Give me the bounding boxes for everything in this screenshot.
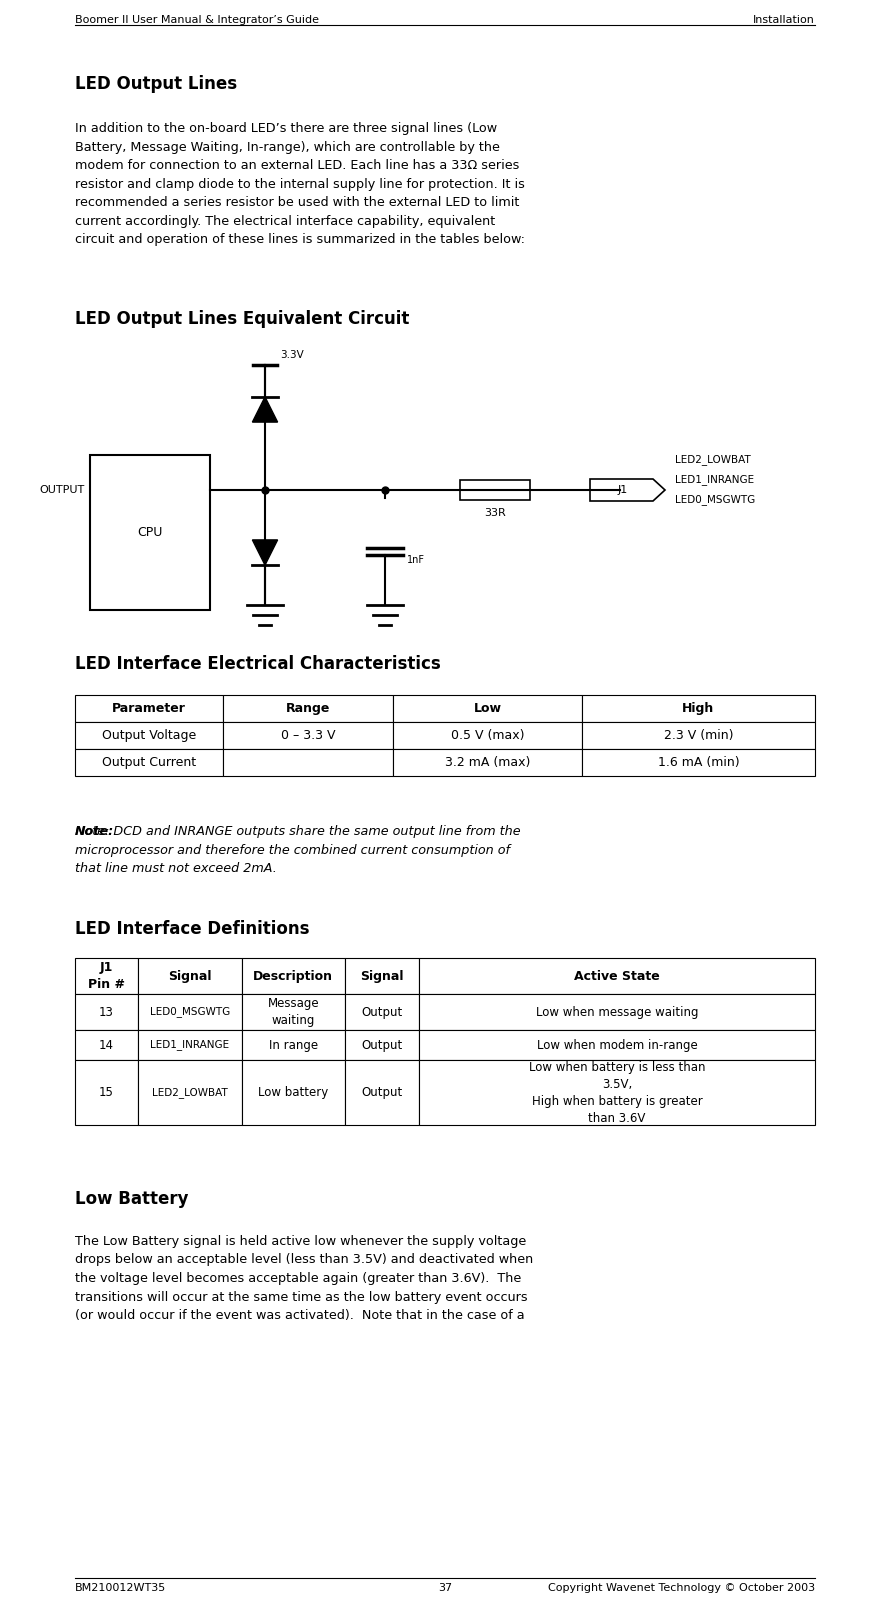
- Text: In range: In range: [269, 1038, 318, 1052]
- Text: 0.5 V (max): 0.5 V (max): [451, 728, 524, 743]
- Bar: [75, 958, 138, 994]
- Text: J1: J1: [618, 484, 627, 496]
- Text: Low when battery is less than
3.5V,
High when battery is greater
than 3.6V: Low when battery is less than 3.5V, High…: [529, 1060, 706, 1124]
- Text: Note: DCD and INRANGE outputs share the same output line from the
microprocessor: Note: DCD and INRANGE outputs share the …: [75, 824, 521, 876]
- Bar: [75, 994, 138, 1030]
- Text: Description: Description: [254, 969, 333, 983]
- Text: 13: 13: [99, 1006, 114, 1019]
- Text: 3.2 mA (max): 3.2 mA (max): [445, 755, 530, 768]
- Text: CPU: CPU: [137, 526, 163, 539]
- Bar: [90, 456, 210, 610]
- Text: OUTPUT: OUTPUT: [40, 484, 85, 496]
- Text: 1nF: 1nF: [407, 555, 425, 565]
- Text: 1.6 mA (min): 1.6 mA (min): [657, 755, 739, 768]
- Text: LED0_MSGWTG: LED0_MSGWTG: [150, 1007, 230, 1017]
- Bar: [75, 1060, 138, 1124]
- Bar: [75, 749, 223, 776]
- Bar: [138, 958, 241, 994]
- Text: Low Battery: Low Battery: [75, 1190, 189, 1208]
- Bar: [345, 994, 419, 1030]
- Text: LED1_INRANGE: LED1_INRANGE: [675, 475, 754, 486]
- Text: Note:: Note:: [75, 824, 115, 837]
- Bar: [581, 722, 815, 749]
- Bar: [138, 1030, 241, 1060]
- Bar: [419, 958, 815, 994]
- Text: BM210012WT35: BM210012WT35: [75, 1583, 167, 1593]
- Polygon shape: [252, 396, 278, 422]
- Bar: [581, 695, 815, 722]
- Polygon shape: [252, 541, 278, 565]
- Text: Active State: Active State: [574, 969, 660, 983]
- Text: LED0_MSGWTG: LED0_MSGWTG: [675, 494, 755, 505]
- Bar: [345, 1060, 419, 1124]
- Text: Output: Output: [361, 1038, 403, 1052]
- Text: Signal: Signal: [360, 969, 403, 983]
- Bar: [419, 994, 815, 1030]
- Text: 0 – 3.3 V: 0 – 3.3 V: [281, 728, 336, 743]
- Bar: [419, 1030, 815, 1060]
- Bar: [241, 958, 345, 994]
- Bar: [419, 1060, 815, 1124]
- Bar: [138, 994, 241, 1030]
- Text: Low: Low: [474, 703, 501, 715]
- Text: Parameter: Parameter: [112, 703, 186, 715]
- Polygon shape: [590, 480, 665, 500]
- Bar: [138, 1060, 241, 1124]
- Bar: [223, 749, 393, 776]
- Bar: [581, 749, 815, 776]
- Text: Low battery: Low battery: [258, 1086, 329, 1099]
- Text: LED Interface Definitions: LED Interface Definitions: [75, 921, 309, 938]
- Bar: [241, 994, 345, 1030]
- Bar: [460, 480, 530, 500]
- Text: LED2_LOWBAT: LED2_LOWBAT: [152, 1088, 227, 1099]
- Text: LED Output Lines Equivalent Circuit: LED Output Lines Equivalent Circuit: [75, 310, 410, 327]
- Bar: [223, 722, 393, 749]
- Text: Output Current: Output Current: [102, 755, 196, 768]
- Text: Installation: Installation: [753, 14, 815, 26]
- Bar: [241, 1030, 345, 1060]
- Text: 33R: 33R: [485, 508, 506, 518]
- Bar: [393, 695, 581, 722]
- Bar: [75, 1030, 138, 1060]
- Text: 37: 37: [438, 1583, 452, 1593]
- Text: 3.3V: 3.3V: [280, 350, 304, 359]
- Bar: [223, 695, 393, 722]
- Text: 2.3 V (min): 2.3 V (min): [663, 728, 733, 743]
- Bar: [345, 958, 419, 994]
- Text: Boomer II User Manual & Integrator’s Guide: Boomer II User Manual & Integrator’s Gui…: [75, 14, 319, 26]
- Text: Range: Range: [286, 703, 330, 715]
- Text: Low when message waiting: Low when message waiting: [536, 1006, 699, 1019]
- Text: J1
Pin #: J1 Pin #: [88, 961, 125, 991]
- Text: LED2_LOWBAT: LED2_LOWBAT: [675, 454, 751, 465]
- Text: Signal: Signal: [168, 969, 211, 983]
- Text: LED1_INRANGE: LED1_INRANGE: [150, 1039, 229, 1051]
- Text: In addition to the on-board LED’s there are three signal lines (Low
Battery, Mes: In addition to the on-board LED’s there …: [75, 122, 525, 245]
- Text: LED Output Lines: LED Output Lines: [75, 75, 237, 93]
- Bar: [393, 722, 581, 749]
- Text: Output: Output: [361, 1086, 403, 1099]
- Bar: [75, 722, 223, 749]
- Text: Message
waiting: Message waiting: [268, 998, 319, 1027]
- Text: Low when modem in-range: Low when modem in-range: [537, 1038, 698, 1052]
- Text: 15: 15: [99, 1086, 114, 1099]
- Text: Output: Output: [361, 1006, 403, 1019]
- Bar: [345, 1030, 419, 1060]
- Text: 14: 14: [99, 1038, 114, 1052]
- Bar: [393, 749, 581, 776]
- Text: High: High: [682, 703, 714, 715]
- Bar: [241, 1060, 345, 1124]
- Bar: [75, 695, 223, 722]
- Text: LED Interface Electrical Characteristics: LED Interface Electrical Characteristics: [75, 654, 440, 674]
- Text: Output Voltage: Output Voltage: [102, 728, 196, 743]
- Text: Copyright Wavenet Technology © October 2003: Copyright Wavenet Technology © October 2…: [548, 1583, 815, 1593]
- Text: The Low Battery signal is held active low whenever the supply voltage
drops belo: The Low Battery signal is held active lo…: [75, 1235, 533, 1322]
